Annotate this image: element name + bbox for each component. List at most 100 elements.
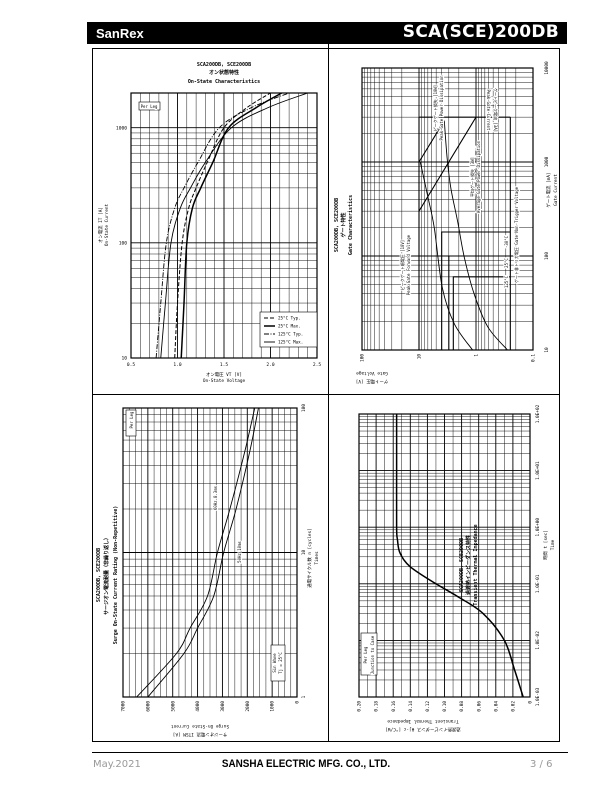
annotation: Peak Gate Current (486, 90, 491, 132)
y-tick-label: 1000 (270, 701, 276, 712)
series-line-125-c-max- (160, 93, 308, 358)
series-line-125-c-typ- (155, 93, 290, 358)
note-box (360, 632, 378, 676)
x-axis-label: ゲート電流 [mA] (545, 172, 552, 207)
y-tick-label: 0.04 (493, 701, 499, 712)
x-tick-label: 2.0 (266, 362, 275, 368)
y-axis-label: 過渡熱インピーダンス θj-c [°C/W] (385, 726, 461, 733)
y-tick-label: 0.10 (442, 701, 448, 712)
grid (358, 413, 531, 698)
y-tick-label: 1 (474, 354, 480, 357)
legend-label: 25°C Max. (278, 324, 301, 329)
legend-label: 125°C Max. (278, 340, 303, 345)
chart-frame (92, 48, 560, 742)
y-axis-label: Gate Voltage (356, 370, 388, 376)
x-tick-label: 1.0E-02 (535, 631, 541, 650)
annotation: 50Hz 10ms (237, 541, 242, 563)
chart-title: Transient Thermal Impedance (473, 524, 479, 605)
series-line-gate-trigger-25-c (448, 255, 511, 350)
x-tick-label: 10 (301, 550, 307, 556)
y-tick-label: 0.16 (391, 701, 397, 712)
chart-thermal: 1.0E-03 1.0E-02 1.0E-01 1.0E+00 1.0E+01 1.0E+… (357, 404, 556, 733)
series-group (418, 116, 511, 350)
y-tick-label: 0 (295, 701, 301, 704)
y-tick-label: 0.08 (459, 701, 465, 712)
annotation: 60Hz 8.3ms (213, 485, 218, 510)
chart-title: SCA200DB, SCE200DB (96, 548, 102, 602)
chart-title: オン状態特性 (209, 69, 239, 76)
y-tick-label: 4000 (195, 701, 201, 712)
y-tick-label: 0.02 (511, 701, 517, 712)
annotation: Sin Wave (272, 653, 277, 673)
y-tick-label: 1000 (116, 125, 127, 131)
brand-logo: SanRex (96, 26, 144, 41)
footer-date: May.2021 (93, 759, 141, 770)
y-axis-label: Transient Thermal Impedance (387, 718, 459, 724)
series-line-junction-to-case (395, 414, 524, 697)
y-axis-label: Surge On-State Current (171, 723, 230, 729)
y-tick-label: 10 (121, 356, 127, 362)
horizontal-divider (92, 394, 560, 395)
legend: 25°C Typ. 25°C Max. 125°C Typ. 125°C Max. (259, 311, 318, 348)
chart-gate: 10 100 1000 10000 100 10 1 0.1 SCA200DB, SCE200D… (334, 61, 559, 385)
footer-rule (92, 752, 568, 754)
vertical-divider (328, 34, 329, 742)
plot-border (130, 92, 318, 359)
note-box (125, 409, 137, 437)
series-group (395, 414, 524, 697)
y-tick-label: 0.18 (374, 701, 380, 712)
chart-title: Gate Characteristics (348, 195, 354, 255)
series-line-gate-trigger-125-c (452, 276, 511, 350)
y-tick-label: 0 (528, 701, 534, 704)
x-tick-label: 1.0E-03 (535, 687, 541, 706)
x-axis-label: On-State Voltage (203, 378, 246, 384)
annotation: Per Leg (141, 104, 158, 109)
series-line-60hz-8-3ms (136, 408, 256, 697)
chart-title: Surge On-State Current Rating (Non-Repet… (113, 506, 119, 644)
footer-company: SANSHA ELECTRIC MFG. CO., LTD. (221, 758, 391, 770)
series-line-gate-trigger-30-c (441, 231, 511, 350)
x-tick-label: 1.5 (220, 362, 229, 368)
legend-label: 25°C Typ. (278, 316, 301, 321)
legend-box (259, 311, 318, 348)
x-tick-label: 2.5 (313, 362, 322, 368)
x-tick-label: 10000 (544, 61, 550, 75)
chart-title: 過渡熱インピーダンス特性 (465, 535, 472, 596)
x-tick-label: 0.5 (127, 362, 136, 368)
plot-border (122, 407, 298, 698)
y-tick-label: 0.1 (531, 354, 537, 362)
x-axis-label: Time (550, 539, 556, 550)
y-tick-label: 7000 (121, 701, 127, 712)
series-line-25-c-typ- (174, 93, 271, 358)
x-axis-label: Times (314, 551, 320, 565)
series-line-gate-characteristic-upper (419, 161, 473, 350)
annotation: Peak Gate Forward Voltage (406, 234, 411, 295)
x-tick-label: 1.0E-01 (535, 574, 541, 593)
annotation: ピークゲート順電圧 [10V] (399, 240, 405, 290)
x-axis-label: オン電圧 VT [V] (206, 372, 242, 378)
series-line-25-c-max- (180, 93, 283, 358)
annotation: ピークゲート損失 [10W] (432, 85, 438, 131)
y-tick-label: 0.12 (425, 701, 431, 712)
annotation: Peak Gate Power Dissipation (439, 75, 444, 141)
annotation: ゲートピーク電流 [3A] (493, 88, 499, 132)
x-tick-label: 10 (544, 347, 550, 353)
note-box (138, 101, 161, 111)
annotation: Per Leg (129, 411, 134, 428)
y-tick-label: 2000 (245, 701, 251, 712)
annotation: 125°C (504, 275, 509, 288)
y-axis-label: On-State Current (104, 203, 110, 246)
model-title: SCA(SCE)200DB (402, 22, 559, 42)
y-tick-label: 10 (417, 354, 423, 360)
x-tick-label: 1.0 (173, 362, 182, 368)
x-tick-label: 100 (544, 252, 550, 260)
annotation: -30°C (504, 235, 509, 248)
chart-title: SCA200DB, SCE200DB (334, 198, 340, 252)
chart-title: On-State Characteristics (188, 79, 260, 85)
chart-on-state: 0.5 1.0 1.5 2.0 2.5 10 100 1000 SCA200DB, SCE200… (97, 62, 321, 384)
note-box (270, 644, 286, 682)
annotation: 平均ゲート損失 [3W] (469, 157, 475, 197)
chart-title: SCA200DB, SCE200DB (197, 62, 251, 68)
grid (122, 407, 298, 698)
header-bar: SanRex SCA(SCE)200DB (87, 22, 567, 44)
